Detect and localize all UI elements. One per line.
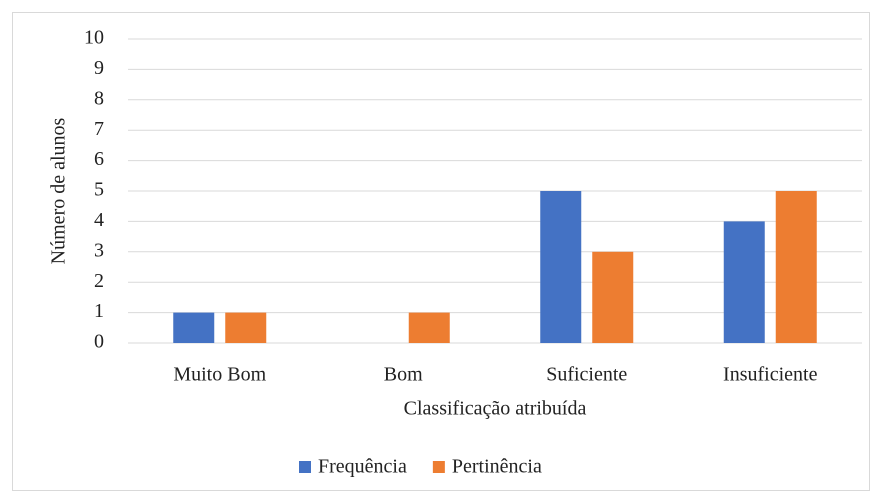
legend-label: Pertinência	[452, 456, 542, 478]
y-tick-label: 6	[94, 148, 104, 170]
x-tick-label: Muito Bom	[173, 364, 266, 386]
bar	[775, 191, 817, 343]
x-tick-label: Bom	[384, 364, 423, 386]
y-tick-label: 0	[94, 331, 104, 353]
y-tick-label: 3	[94, 239, 104, 261]
y-axis-label: Número de alunos	[48, 117, 70, 264]
y-tick-label: 10	[84, 27, 104, 49]
y-tick-label: 8	[94, 87, 104, 109]
y-tick-label: 1	[94, 300, 104, 322]
y-tick-label: 2	[94, 270, 104, 292]
legend-swatch	[432, 461, 445, 473]
bar	[225, 312, 267, 343]
legend-label: Frequência	[318, 456, 407, 478]
legend-swatch	[299, 461, 311, 473]
bar	[723, 221, 765, 343]
y-tick-label: 9	[94, 57, 104, 79]
x-tick-label: Insuficiente	[723, 364, 818, 386]
bar	[408, 312, 450, 343]
x-axis-label: Classificação atribuída	[404, 398, 587, 420]
y-tick-label: 5	[94, 179, 104, 201]
bar	[592, 251, 634, 343]
y-tick-label: 7	[94, 118, 104, 140]
x-tick-label: Suficiente	[546, 364, 627, 386]
y-tick-label: 4	[94, 209, 104, 231]
bar	[173, 312, 215, 343]
bar	[540, 191, 582, 343]
